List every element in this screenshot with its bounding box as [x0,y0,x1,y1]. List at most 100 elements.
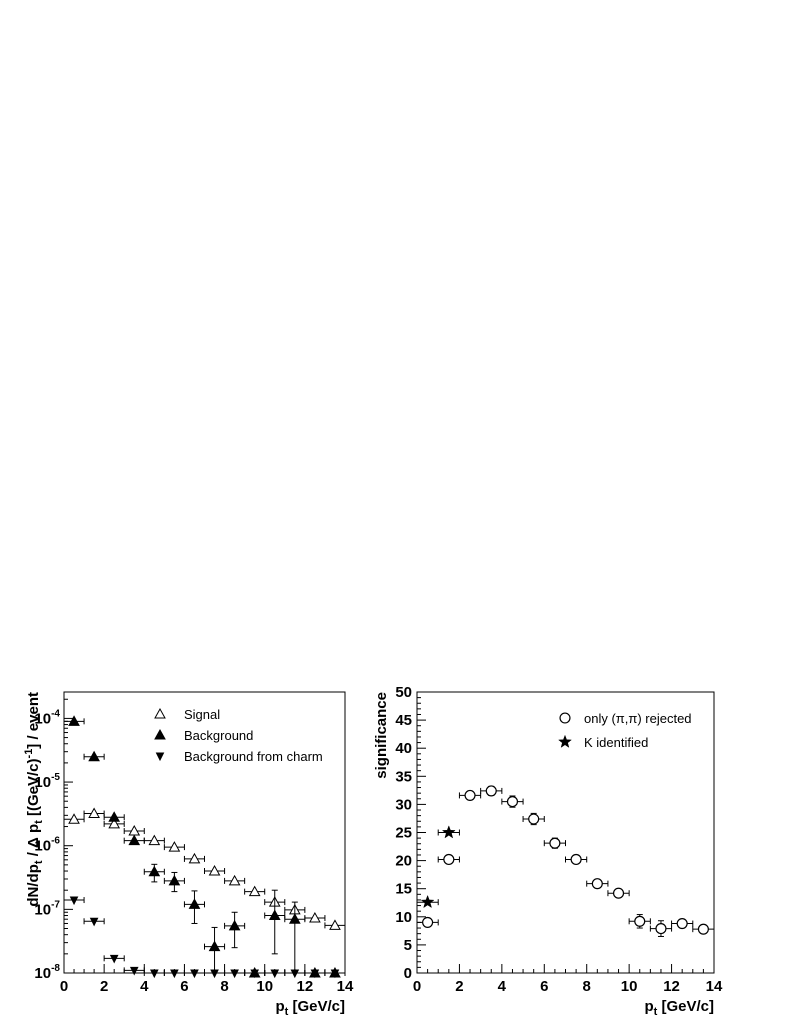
left-legend-item-background: Background [154,728,253,743]
left-point-background-from-charm [103,954,125,964]
left-point-signal [123,825,145,836]
right-marker-only-rejected [591,878,603,890]
left-marker-background-from-charm [190,969,199,979]
left-y-sup: -1 [23,749,35,759]
right-marker-only-rejected [549,837,561,849]
left-marker-background-from-charm [170,969,179,979]
left-point-background-from-charm [204,969,226,979]
left-point-background-from-charm [244,969,266,979]
left-y-tick-label: 10-8 [34,963,60,982]
right-y-tick-label: 25 [395,825,412,842]
right-point-only-rejected [607,887,630,899]
left-marker-background [88,750,100,762]
left-y-tick-base: 10 [34,838,51,855]
left-point-background-from-charm [63,896,85,906]
left-point-signal [183,852,205,864]
left-marker-background [68,715,80,726]
right-legend-label-only-rejected: only (π,π) rejected [584,711,692,726]
left-marker-signal [148,834,161,846]
right-point-only-rejected [437,853,460,866]
left-marker-background [208,940,221,952]
right-point-only-rejected [416,916,439,928]
right-point-k-identified [416,894,439,909]
left-marker-signal [228,874,241,886]
left-point-background-from-charm [224,969,246,979]
left-y-tick-base: 10 [34,710,51,727]
left-x-axis-title-sub: t [285,1006,289,1018]
right-y-tick-label: 0 [404,965,412,982]
right-y-tick-label: 15 [395,881,412,898]
left-marker-background-from-charm [150,969,159,979]
left-x-tick-label: 14 [337,978,354,995]
left-marker-signal [88,807,100,819]
right-y-axis-title: significance [373,692,390,779]
left-y-tick-label: 10-4 [34,708,60,727]
left-point-background-from-charm [264,969,286,979]
left-marker-background [168,874,181,886]
right-axis-ticks: 0 2 4 6 8 10 12 14 0 5 10 15 20 25 30 35 40 45 50 [395,684,723,995]
right-point-only-rejected [543,837,566,849]
left-point-signal [63,813,85,824]
left-x-tick-label: 0 [60,978,68,995]
left-point-signal [163,841,185,852]
left-marker-signal [329,919,341,930]
right-marker-only-rejected [422,916,434,928]
right-point-only-rejected [480,785,503,797]
left-marker-background-from-charm [129,966,139,976]
left-x-tick-label: 10 [256,978,273,995]
right-marker-only-rejected [676,917,688,930]
right-point-only-rejected [671,917,694,930]
left-point-background [224,911,246,949]
left-marker-background-from-charm [89,917,99,927]
right-y-tick-label: 20 [395,853,412,870]
right-legend-label-k-identified: K identified [584,735,648,750]
right-y-tick-label: 35 [395,768,412,785]
left-point-background [83,750,105,762]
left-marker-background [268,909,281,921]
right-point-only-rejected [586,878,609,890]
right-point-only-rejected [565,853,588,866]
right-x-tick-label: 4 [498,978,507,995]
right-x-tick-label: 10 [621,978,638,995]
left-marker-background [108,811,121,822]
right-plot-frame [416,691,715,974]
left-point-background-from-charm [183,969,205,979]
right-data-marks [416,785,715,937]
left-y-unit: [(GeV/c) [25,758,42,820]
left-marker-background-from-charm [290,969,300,979]
left-data-marks [63,715,346,979]
left-legend-label-background-from-charm: Background from charm [184,749,323,764]
left-marker-signal [108,817,121,829]
left-marker-background [228,919,241,931]
left-point-background-from-charm [163,969,185,979]
left-marker-signal [68,813,80,824]
left-y-tick-exp: -6 [51,836,60,847]
left-y-mid: / Δ p [25,824,42,861]
right-marker-only-rejected [506,796,519,808]
left-point-background-from-charm [304,969,326,979]
right-y-tick-label: 30 [395,796,412,813]
left-point-background-from-charm [83,917,105,927]
left-point-background-from-charm [324,969,346,979]
right-marker-only-rejected [443,853,455,866]
right-y-tick-label: 50 [395,684,412,701]
right-x-tick-label: 6 [540,978,548,995]
left-y-sub-1: t [33,860,45,864]
left-point-signal [83,807,105,819]
left-x-tick-label: 2 [100,978,108,995]
right-point-only-rejected [692,923,715,935]
right-marker-only-rejected [464,789,476,801]
left-y-axis-title: dN/dpt / Δ pt [(GeV/c)-1] / event [23,692,45,907]
left-marker-background-from-charm [230,969,239,979]
right-marker-k-identified [420,894,435,909]
left-point-signal [103,817,125,829]
left-legend-marker-background [154,728,166,740]
left-point-background [143,863,165,883]
right-x-tick-label: 2 [455,978,463,995]
left-marker-signal [168,841,181,852]
right-y-tick-label: 5 [404,937,412,954]
left-marker-background-from-charm [270,969,280,979]
left-x-tick-label: 8 [220,978,228,995]
left-legend-item-background-from-charm: Background from charm [155,749,323,764]
